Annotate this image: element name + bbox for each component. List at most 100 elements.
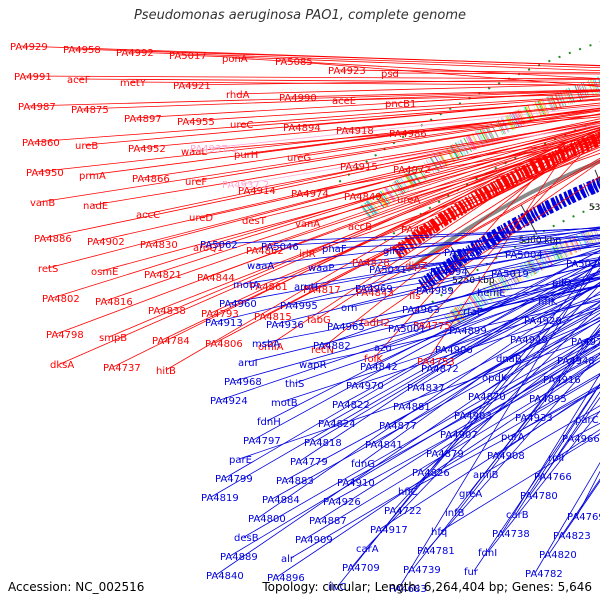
reverse-gene-label[interactable]: PA4800 xyxy=(248,514,286,525)
forward-gene-label[interactable]: ponA xyxy=(222,54,248,65)
reverse-gene-label[interactable]: PA4837 xyxy=(407,383,445,394)
reverse-gene-label[interactable]: PA5046 xyxy=(261,242,299,253)
forward-gene-label[interactable]: accB xyxy=(348,222,372,233)
forward-gene-label[interactable]: PA4844 xyxy=(197,273,235,284)
forward-gene-label[interactable]: PA4849 xyxy=(344,192,382,203)
forward-gene-label[interactable]: PA4863 xyxy=(401,225,439,236)
reverse-gene-label[interactable]: pilO xyxy=(552,278,572,289)
reverse-gene-label[interactable]: PA4841 xyxy=(365,440,403,451)
forward-gene-label[interactable]: ureA xyxy=(397,195,420,206)
reverse-gene-label[interactable]: desB xyxy=(234,533,259,544)
forward-gene-label[interactable]: PA4875 xyxy=(71,105,109,116)
reverse-gene[interactable] xyxy=(496,225,507,240)
forward-gene-label[interactable]: PA4838 xyxy=(148,306,186,317)
reverse-gene-label[interactable]: PA4933 xyxy=(515,413,553,424)
reverse-gene[interactable] xyxy=(435,266,445,279)
forward-gene-label[interactable]: PA4987 xyxy=(18,102,56,113)
reverse-gene-label[interactable]: PA4908 xyxy=(487,451,525,462)
forward-gene-label[interactable]: vanA xyxy=(295,219,320,230)
forward-gene-label[interactable]: PA4862 xyxy=(246,246,284,257)
forward-gene-label[interactable]: ureD xyxy=(189,213,213,224)
reverse-gene[interactable] xyxy=(524,210,535,225)
reverse-gene-label[interactable]: PA4824 xyxy=(318,419,356,430)
forward-gene[interactable] xyxy=(437,212,449,227)
reverse-gene-label[interactable]: PA4903 xyxy=(454,411,492,422)
forward-gene[interactable] xyxy=(467,195,476,208)
reverse-gene-label[interactable]: wapR xyxy=(299,360,327,371)
forward-gene-label[interactable]: osmE xyxy=(91,267,118,278)
forward-gene-label[interactable]: aceF xyxy=(67,75,91,86)
forward-gene[interactable] xyxy=(489,181,499,196)
reverse-gene-label[interactable]: PA5004 xyxy=(505,250,543,261)
reverse-gene-label[interactable]: PA4709 xyxy=(342,563,380,574)
reverse-gene-label[interactable]: PA4883 xyxy=(276,476,314,487)
forward-gene-label[interactable]: omlA xyxy=(258,342,284,353)
reverse-gene-label[interactable]: PA4820 xyxy=(539,550,577,561)
reverse-gene-label[interactable]: PA4926 xyxy=(323,497,361,508)
reverse-gene[interactable] xyxy=(500,224,509,238)
forward-gene[interactable] xyxy=(407,234,418,247)
reverse-gene-label[interactable]: PA4842 xyxy=(360,362,398,373)
forward-gene-label[interactable]: PA4821 xyxy=(144,270,182,281)
reverse-gene-label[interactable]: PA4968 xyxy=(224,377,262,388)
reverse-gene-label[interactable]: rfaE xyxy=(463,307,483,318)
forward-gene[interactable] xyxy=(493,180,501,194)
reverse-gene-label[interactable]: PA4936 xyxy=(266,320,304,331)
forward-gene-label[interactable]: retS xyxy=(38,264,58,275)
forward-gene-label[interactable]: PA4986 xyxy=(389,129,427,140)
forward-gene-label[interactable]: PA4902 xyxy=(87,237,125,248)
reverse-gene[interactable] xyxy=(457,250,468,264)
rrna-label[interactable]: PA4937.1 xyxy=(190,144,237,155)
forward-gene-label[interactable]: folK xyxy=(364,354,383,365)
reverse-gene-label[interactable]: PA5062 xyxy=(200,240,238,251)
forward-gene-label[interactable]: accC xyxy=(136,210,160,221)
reverse-gene[interactable] xyxy=(541,202,550,216)
reverse-gene-label[interactable]: amiB xyxy=(473,470,499,481)
reverse-gene-label[interactable]: PA4966 xyxy=(562,434,600,445)
forward-gene-label[interactable]: PA4861 xyxy=(250,282,288,293)
forward-gene[interactable] xyxy=(487,183,496,197)
reverse-gene-label[interactable]: PA4916 xyxy=(543,375,581,386)
reverse-gene-label[interactable]: carB xyxy=(506,510,529,521)
reverse-gene-label[interactable]: PA4881 xyxy=(393,402,431,413)
forward-gene[interactable] xyxy=(474,190,484,204)
forward-gene-label[interactable]: vanB xyxy=(30,198,55,209)
forward-gene[interactable] xyxy=(461,198,470,212)
forward-gene-label[interactable]: PA4990 xyxy=(279,93,317,104)
forward-gene-label[interactable]: waaL xyxy=(181,147,207,158)
reverse-gene-label[interactable]: fdnG xyxy=(351,459,375,470)
forward-gene-label[interactable]: PA4817 xyxy=(303,285,341,296)
forward-gene-label[interactable]: hitB xyxy=(156,366,176,377)
reverse-gene-label[interactable]: PA4823 xyxy=(553,531,591,542)
reverse-gene-label[interactable]: greA xyxy=(459,489,482,500)
reverse-gene-label[interactable]: PA4822 xyxy=(332,400,370,411)
reverse-gene-label[interactable]: PA4896 xyxy=(267,573,305,584)
forward-gene-label[interactable]: aceE xyxy=(332,96,356,107)
reverse-gene-label[interactable]: PA4975 xyxy=(571,337,600,348)
forward-gene-label[interactable]: PA4992 xyxy=(116,48,154,59)
forward-gene-label[interactable]: PA4830 xyxy=(140,240,178,251)
reverse-gene-label[interactable]: rplI xyxy=(548,453,564,464)
forward-gene[interactable] xyxy=(464,196,474,210)
forward-gene-label[interactable]: PA4798 xyxy=(46,330,84,341)
reverse-gene-label[interactable]: PA4799 xyxy=(215,474,253,485)
reverse-gene-label[interactable]: PA5001 xyxy=(388,324,426,335)
reverse-gene-label[interactable]: fur xyxy=(464,567,479,578)
reverse-gene-label[interactable]: waaA xyxy=(247,261,274,272)
reverse-gene-label[interactable]: PA4948 xyxy=(557,356,595,367)
reverse-gene-label[interactable]: PA4989 xyxy=(416,286,454,297)
reverse-gene[interactable] xyxy=(578,184,588,199)
forward-gene[interactable] xyxy=(391,245,403,259)
forward-gene-label[interactable]: recN xyxy=(311,345,334,356)
reverse-gene-label[interactable]: PA4877 xyxy=(379,421,417,432)
reverse-gene-label[interactable]: PA4870 xyxy=(468,392,506,403)
forward-gene-label[interactable]: fabG xyxy=(307,315,331,326)
forward-gene-label[interactable]: PA4802 xyxy=(42,294,80,305)
forward-gene-label[interactable]: prmA xyxy=(79,171,106,182)
reverse-gene-label[interactable]: fdnH xyxy=(257,417,281,428)
reverse-gene[interactable] xyxy=(481,234,492,249)
reverse-gene-label[interactable]: PA5019 xyxy=(491,269,529,280)
reverse-gene-label[interactable]: PA4960 xyxy=(219,299,257,310)
forward-gene-label[interactable]: PA4815 xyxy=(254,312,292,323)
